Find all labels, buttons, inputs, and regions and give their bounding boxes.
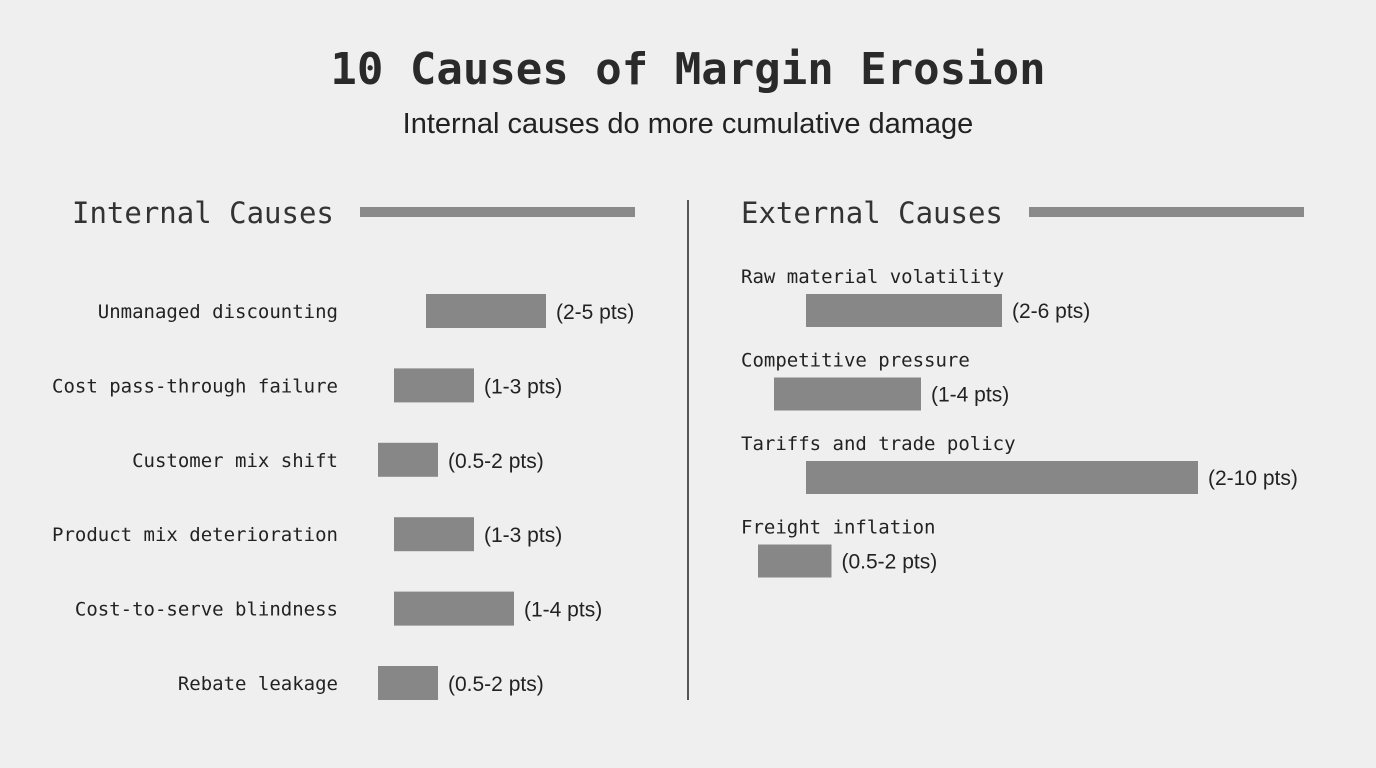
internal-heading-rule	[360, 207, 635, 217]
category-label: Cost-to-serve blindness	[75, 599, 338, 621]
category-label: Cost pass-through failure	[52, 375, 338, 397]
range-bar	[774, 377, 921, 411]
external-heading-rule	[1029, 207, 1304, 217]
range-label: (1-3 pts)	[484, 375, 562, 398]
category-label: Unmanaged discounting	[98, 301, 338, 323]
range-label: (2-6 pts)	[1012, 300, 1090, 323]
chart-title: 10 Causes of Margin Erosion	[330, 44, 1046, 95]
range-bar	[378, 442, 438, 477]
range-label: (1-3 pts)	[484, 524, 562, 547]
panel-divider	[687, 200, 689, 700]
range-bar	[394, 517, 474, 552]
range-label: (0.5-2 pts)	[448, 673, 544, 696]
range-label: (1-4 pts)	[524, 599, 602, 622]
range-bar	[806, 461, 1198, 494]
range-bar	[426, 294, 546, 328]
category-label: Freight inflation	[741, 517, 935, 539]
range-bar	[394, 368, 474, 403]
category-label: Tariffs and trade policy	[741, 433, 1016, 455]
range-bar	[378, 666, 438, 700]
category-label: Raw material volatility	[741, 266, 1004, 288]
range-label: (1-4 pts)	[931, 384, 1009, 407]
category-label: Competitive pressure	[741, 350, 970, 372]
range-label: (2-10 pts)	[1208, 467, 1298, 490]
range-label: (0.5-2 pts)	[842, 551, 938, 574]
range-label: (0.5-2 pts)	[448, 450, 544, 473]
external-causes-heading: External Causes	[741, 196, 1003, 230]
range-bar	[758, 544, 832, 578]
category-label: Product mix deterioration	[52, 524, 338, 546]
category-label: Rebate leakage	[178, 673, 338, 695]
range-bar	[806, 294, 1002, 327]
internal-causes-heading: Internal Causes	[72, 196, 334, 230]
range-bar	[394, 591, 514, 626]
category-label: Customer mix shift	[132, 450, 338, 472]
chart-subtitle: Internal causes do more cumulative damag…	[402, 108, 974, 140]
range-label: (2-5 pts)	[556, 301, 634, 324]
